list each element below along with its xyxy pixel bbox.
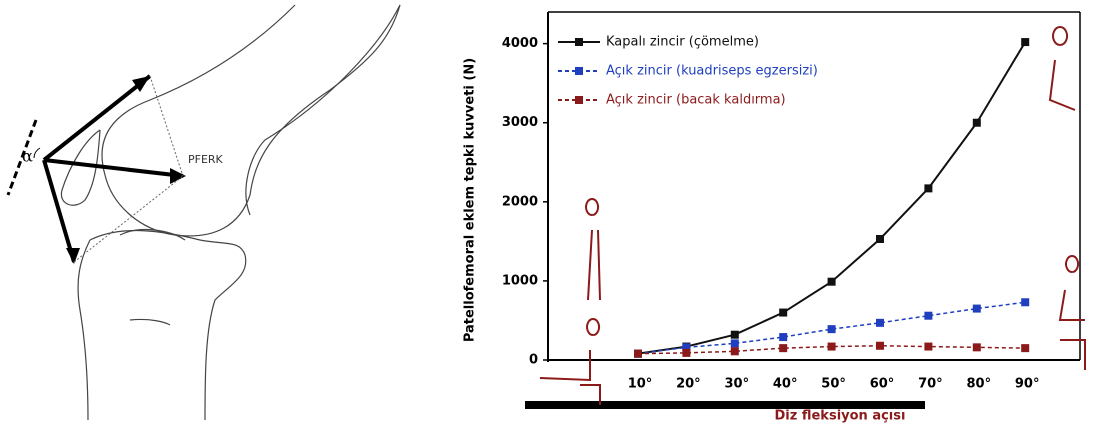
- arrow-head: [66, 248, 80, 264]
- point-marker: [924, 184, 932, 192]
- x-tick-label: 40°: [773, 377, 798, 392]
- point-marker: [779, 344, 787, 352]
- point-marker: [682, 349, 690, 357]
- sitting-icon: [1060, 256, 1085, 370]
- force-label: PFERK: [188, 153, 224, 166]
- point-marker: [1021, 38, 1029, 46]
- legend-marker: [575, 96, 583, 104]
- femur-shaft: [246, 5, 400, 215]
- construction-line: [150, 76, 183, 176]
- point-marker: [973, 119, 981, 127]
- y-tick-label: 0: [529, 353, 538, 368]
- x-tick-label: 70°: [918, 377, 943, 392]
- squat-icon: [1050, 27, 1075, 110]
- point-marker: [973, 343, 981, 351]
- point-marker: [828, 278, 836, 286]
- point-marker: [828, 325, 836, 333]
- legend-label: Açık zincir (bacak kaldırma): [606, 93, 786, 108]
- point-marker: [828, 343, 836, 351]
- femur-outline: [102, 5, 400, 236]
- y-tick-label: 2000: [502, 194, 538, 209]
- legend-marker: [575, 38, 583, 46]
- y-tick-label: 3000: [502, 115, 538, 130]
- legend-label: Açık zincir (kuadriseps egzersizi): [606, 64, 818, 79]
- point-marker: [779, 309, 787, 317]
- figure: α PFERK Diz fleksiyon açısı Patellofemor…: [0, 0, 1093, 426]
- tibia-right: [90, 231, 246, 420]
- point-marker: [731, 331, 739, 339]
- point-marker: [1021, 344, 1029, 352]
- standing-icon: [586, 199, 600, 300]
- knee-diagram: α PFERK: [8, 5, 400, 420]
- legend-label: Kapalı zincir (çömelme): [606, 35, 759, 50]
- point-marker: [779, 333, 787, 341]
- x-tick-label: 50°: [821, 377, 846, 392]
- point-marker: [634, 350, 642, 358]
- y-axis-label: Patellofemoral eklem tepki kuvveti (N): [463, 58, 478, 342]
- series-line: [638, 42, 1025, 354]
- point-marker: [924, 312, 932, 320]
- point-marker: [1021, 298, 1029, 306]
- point-marker: [924, 343, 932, 351]
- x-axis-label: Diz fleksiyon açısı: [775, 409, 906, 424]
- tibia-detail: [130, 319, 170, 325]
- point-marker: [876, 235, 884, 243]
- point-marker: [973, 305, 981, 313]
- y-tick-label: 1000: [502, 273, 538, 288]
- patellar-tendon-force: [44, 160, 74, 262]
- angle-arc: [34, 148, 40, 158]
- x-tick-label: 90°: [1015, 377, 1040, 392]
- tibia-left: [78, 240, 90, 420]
- point-marker: [876, 319, 884, 327]
- x-tick-label: 80°: [967, 377, 992, 392]
- resultant-force: [44, 160, 183, 176]
- point-marker: [731, 347, 739, 355]
- point-marker: [731, 339, 739, 347]
- x-tick-label: 60°: [870, 377, 895, 392]
- angle-label: α: [22, 147, 33, 166]
- x-tick-label: 20°: [676, 377, 701, 392]
- y-tick-label: 4000: [502, 36, 538, 51]
- quadriceps-force: [44, 76, 150, 160]
- x-tick-label: 30°: [725, 377, 750, 392]
- x-tick-label: 10°: [628, 377, 653, 392]
- legend-marker: [575, 67, 583, 75]
- arrow-head: [170, 168, 186, 184]
- point-marker: [876, 342, 884, 350]
